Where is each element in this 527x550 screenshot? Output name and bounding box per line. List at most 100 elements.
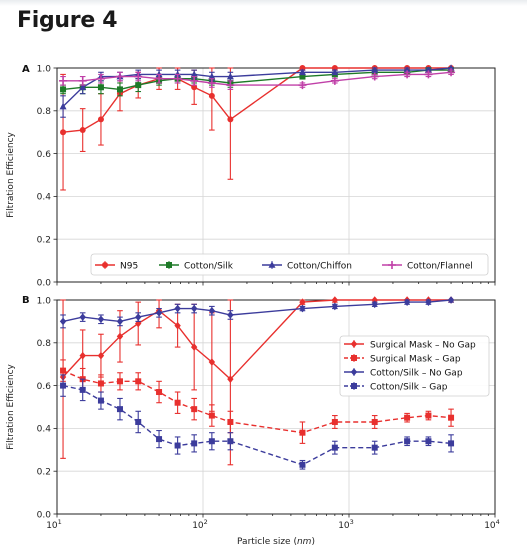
legend-marker xyxy=(351,355,357,361)
series-line xyxy=(62,369,452,434)
data-point xyxy=(330,76,339,85)
legend-label: N95 xyxy=(120,261,138,271)
data-point xyxy=(371,300,378,309)
data-point xyxy=(135,319,142,328)
x-tick-label: 104 xyxy=(484,518,500,531)
data-point xyxy=(190,76,199,85)
data-point xyxy=(403,298,411,306)
data-point xyxy=(191,84,198,91)
data-point xyxy=(207,78,216,87)
legend-marker xyxy=(351,383,357,389)
data-point xyxy=(425,412,432,419)
data-point xyxy=(191,406,198,413)
panel-letter-a: A xyxy=(22,64,30,75)
data-point xyxy=(191,440,198,447)
y-tick-label: 0.2 xyxy=(37,468,51,478)
data-point xyxy=(79,127,86,134)
legend-marker xyxy=(350,340,358,348)
data-point xyxy=(447,296,455,304)
data-point xyxy=(403,66,411,73)
panel-a: A 0.0 0.2 0.4 0.6 0.8 1.0 Filtration Efficiency… xyxy=(6,64,496,288)
legend-label: Cotton/Flannel xyxy=(407,261,473,271)
data-point xyxy=(226,81,235,90)
data-point xyxy=(299,429,306,436)
legend-item: Cotton/Silk xyxy=(159,261,234,271)
data-point xyxy=(331,65,338,71)
top-band xyxy=(0,0,527,6)
legend-item: Surgical Mask – No Gap xyxy=(344,340,476,350)
data-point xyxy=(135,82,142,89)
data-point xyxy=(403,70,412,79)
data-point xyxy=(173,74,182,83)
plot-frame xyxy=(56,67,496,283)
data-point xyxy=(116,406,123,413)
data-point xyxy=(116,317,124,326)
y-tick-label: 0.0 xyxy=(37,278,52,288)
data-point xyxy=(174,304,181,313)
panel-letter-b: B xyxy=(22,295,30,306)
data-point xyxy=(79,386,86,393)
legend-marker xyxy=(268,261,276,268)
series-surgical-mask-gap xyxy=(60,359,455,444)
x-axis-label: Particle size (nm) xyxy=(237,537,315,547)
data-point xyxy=(299,298,306,306)
legend-marker xyxy=(350,368,358,376)
y-tick-label: 0.2 xyxy=(37,236,51,246)
data-point xyxy=(227,116,234,123)
gridlines xyxy=(56,67,496,283)
data-point xyxy=(116,378,123,385)
data-point xyxy=(155,74,164,83)
legend: Surgical Mask – No Gap Surgical Mask – Ga… xyxy=(339,335,490,397)
data-point xyxy=(190,343,198,351)
data-point xyxy=(59,102,67,110)
data-point xyxy=(227,311,234,319)
plot-frame xyxy=(56,299,496,515)
legend-label: Cotton/Chiffon xyxy=(287,261,352,271)
legend-marker xyxy=(388,261,396,269)
x-tick-label: 103 xyxy=(338,518,354,531)
data-point xyxy=(97,397,104,404)
data-point xyxy=(227,375,234,383)
series-n95 xyxy=(60,65,455,191)
data-point xyxy=(371,418,378,425)
data-point xyxy=(135,313,142,321)
data-point xyxy=(425,438,432,445)
y-tick-label: 0.4 xyxy=(37,425,52,435)
y-tick-label: 0.6 xyxy=(37,382,52,392)
data-point xyxy=(135,378,142,385)
data-point xyxy=(208,306,216,315)
data-point xyxy=(299,304,306,313)
legend-item: Cotton/Chiffon xyxy=(262,261,352,271)
y-tick-label: 0.6 xyxy=(37,150,52,160)
legend-frame xyxy=(90,253,489,276)
series-line xyxy=(62,299,451,381)
panel-b: B 0.0 0.2 0.4 0.6 0.8 1.0 Filtration Efficiency… xyxy=(6,295,500,547)
data-point xyxy=(135,418,142,425)
data-point xyxy=(208,72,216,80)
data-point xyxy=(331,418,338,425)
series-cotton-silk-gap xyxy=(60,374,455,470)
data-point xyxy=(156,436,163,443)
series-cotton-silk xyxy=(60,67,455,97)
data-point xyxy=(115,72,124,81)
data-point xyxy=(208,412,215,419)
legend: N95 Cotton/Silk Cotton/Chiffon Cotton/Flann… xyxy=(90,253,489,276)
data-point xyxy=(424,70,433,79)
legend-label: Surgical Mask – No Gap xyxy=(370,340,476,350)
data-point xyxy=(134,72,143,81)
legend-item: Surgical Mask – Gap xyxy=(344,354,461,364)
y-tick-label: 0.8 xyxy=(37,339,52,349)
y-tick-label: 1.0 xyxy=(37,296,52,306)
data-point xyxy=(404,438,411,445)
legend-item: Cotton/Silk – Gap xyxy=(344,382,448,392)
data-point xyxy=(96,74,105,83)
data-point xyxy=(60,367,67,374)
y-axis-label: Filtration Efficiency xyxy=(6,131,16,217)
data-point xyxy=(155,309,163,317)
data-point xyxy=(448,414,455,421)
data-point xyxy=(79,313,86,321)
legend-label: Cotton/Silk xyxy=(184,261,234,271)
y-tick-label: 0.0 xyxy=(37,510,52,520)
data-point xyxy=(79,83,87,91)
